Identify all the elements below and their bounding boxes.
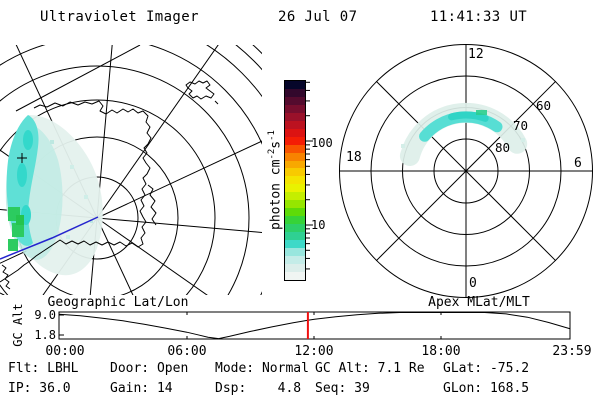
colorbar-segment (285, 192, 305, 201)
colorbar-segment (285, 160, 305, 169)
altitude-curve (59, 312, 570, 339)
colorbar-segment (285, 271, 305, 280)
header-time: 11:41:33 UT (430, 9, 528, 25)
colorbar-segment (285, 224, 305, 233)
polar-panel: 12 18 6 0 60 70 80 (339, 44, 593, 298)
unit-text-s: s (268, 140, 284, 149)
colorbar-segment (285, 81, 305, 89)
mlt-label-12: 12 (468, 47, 484, 62)
colorbar-segment (285, 152, 305, 161)
colorbar-segment (285, 248, 305, 256)
colorbar-segment (285, 168, 305, 177)
xtick-0600: 06:00 (167, 344, 207, 359)
mlt-label-18: 18 (346, 150, 362, 165)
colorbar-segment (285, 136, 305, 145)
island-coastline-bl (1, 264, 11, 290)
unit-sup-1: -1 (267, 130, 277, 141)
colorbar-segment (285, 184, 305, 193)
status-glon: GLon: 168.5 (443, 381, 530, 396)
ytick-1-8: 1.8 (34, 328, 56, 342)
antarctica-coastline (0, 80, 219, 295)
colorbar-gradient (284, 80, 306, 281)
geo-map-panel (0, 45, 262, 295)
status-gc-alt: GC Alt: 7.1 Re (315, 361, 425, 376)
aurora-patch-polar (399, 102, 528, 166)
status-dsp: Dsp: 4.8 (215, 381, 302, 396)
xtick-1200: 12:00 (294, 344, 334, 359)
header-date: 26 Jul 07 (278, 9, 358, 25)
colorbar-segment (285, 263, 305, 272)
colorbar-segment (285, 200, 305, 209)
colorbar-segment (285, 104, 305, 113)
colorbar-segment (285, 144, 305, 153)
status-gain: Gain: 14 (110, 381, 173, 396)
colorbar-segment (285, 240, 305, 249)
geo-panel-title: Geographic Lat/Lon (47, 295, 189, 310)
colorbar-segment (285, 208, 305, 217)
mlat-label-80: 80 (495, 140, 510, 155)
plot-ticks (59, 312, 442, 339)
mlat-label-70: 70 (513, 118, 528, 133)
status-glat: GLat: -75.2 (443, 361, 530, 376)
mlt-label-0: 0 (469, 276, 477, 291)
colorbar-tick-label-100: 100 (311, 136, 333, 150)
status-mode: Mode: Normal (215, 361, 309, 376)
colorbar-unit-label: photon cm-2s-1 (263, 80, 284, 280)
terminator-line (0, 216, 99, 260)
colorbar-segment (285, 232, 305, 241)
status-seq: Seq: 39 (315, 381, 370, 396)
plot-box (58, 311, 571, 340)
colorbar-segment (285, 112, 305, 121)
ytick-9: 9.0 (34, 308, 56, 322)
colorbar-segment (285, 176, 305, 185)
unit-sup-2: -2 (267, 148, 277, 160)
xtick-1800: 18:00 (421, 344, 461, 359)
colorbar-segment (285, 255, 305, 264)
colorbar-segment (285, 96, 305, 105)
status-flt: Flt: LBHL (8, 361, 79, 376)
colorbar-segment (285, 120, 305, 129)
colorbar-segment (285, 216, 305, 225)
polar-panel-title: Apex MLat/MLT (428, 295, 530, 310)
island-coastline-tr (185, 80, 215, 100)
status-door: Door: Open (110, 361, 189, 376)
unit-text: photon cm (268, 159, 284, 230)
polar-grid (339, 44, 593, 298)
latitude-grid (0, 45, 262, 295)
header-instrument: Ultraviolet Imager (40, 9, 199, 25)
mlat-label-60: 60 (536, 98, 551, 113)
xtick-0000: 00:00 (45, 344, 85, 359)
aurora-patch-geo (5, 115, 103, 276)
gc-alt-plot (58, 311, 571, 340)
status-ip: IP: 36.0 (8, 381, 71, 396)
colorbar-tick-label-10: 10 (311, 218, 326, 232)
colorbar-segment (285, 88, 305, 97)
xtick-2359: 23:59 (552, 344, 592, 359)
colorbar-ticks (306, 81, 313, 270)
fov-edge-line (15, 45, 141, 112)
footpoint-marker (17, 153, 27, 163)
colorbar-segment (285, 128, 305, 137)
mlt-label-6: 6 (574, 156, 582, 171)
